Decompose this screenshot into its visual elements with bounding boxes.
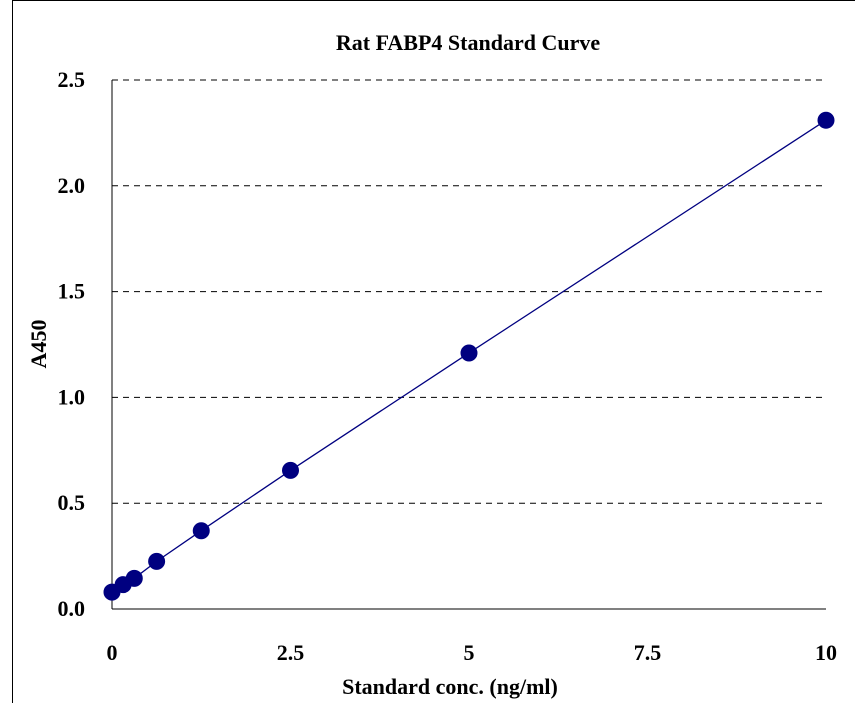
data-point-3	[148, 552, 166, 570]
y-tick-label-1: 0.5	[58, 490, 86, 515]
x-tick-label-3: 7.5	[634, 640, 662, 665]
y-tick-label-2: 1.0	[58, 384, 86, 409]
data-point-4	[192, 522, 210, 540]
x-axis-label: Standard conc. (ng/ml)	[342, 674, 558, 699]
y-tick-label-4: 2.0	[58, 173, 86, 198]
y-tick-label-3: 1.5	[58, 279, 86, 304]
data-point-5	[282, 461, 299, 479]
data-point-7	[817, 111, 835, 129]
x-tick-label-1: 2.5	[277, 640, 305, 665]
chart-frame	[12, 0, 855, 703]
x-tick-label-4: 10	[815, 640, 837, 665]
y-tick-labels: 0.0 0.5 1.0 1.5 2.0 2.5	[58, 67, 86, 621]
chart-title: Rat FABP4 Standard Curve	[336, 30, 600, 55]
y-tick-label-5: 2.5	[58, 67, 86, 92]
data-series	[103, 111, 835, 601]
y-tick-label-0: 0.0	[58, 596, 86, 621]
data-point-6	[460, 344, 478, 362]
grid-lines	[112, 79, 826, 504]
x-tick-label-2: 5	[464, 640, 475, 665]
x-tick-label-0: 0	[107, 640, 118, 665]
x-tick-labels: 0 2.5 5 7.5 10	[107, 640, 838, 665]
y-axis-label: A450	[26, 320, 51, 369]
data-point-2	[125, 569, 143, 587]
